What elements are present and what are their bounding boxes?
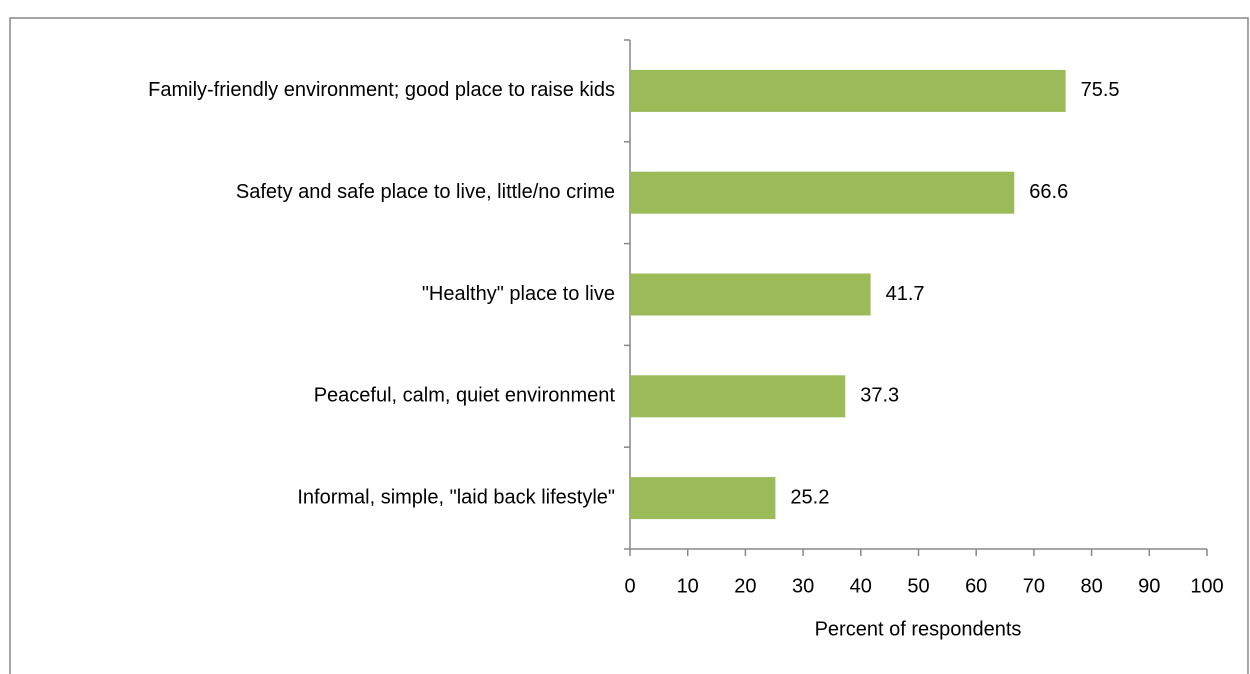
y-tick-label: Informal, simple, "laid back lifestyle"	[297, 486, 615, 508]
x-axis-title: Percent of respondents	[815, 618, 1022, 640]
data-label: 66.6	[1029, 181, 1068, 203]
x-tick-label: 80	[1080, 575, 1102, 597]
bar	[630, 171, 1015, 214]
bar	[630, 69, 1066, 112]
x-tick-label: 60	[965, 575, 987, 597]
y-tick-label: Peaceful, calm, quiet environment	[314, 385, 616, 407]
data-label: 41.7	[886, 283, 925, 305]
x-tick-label: 0	[624, 575, 635, 597]
chart-frame	[9, 17, 1249, 674]
x-tick-label: 30	[792, 575, 814, 597]
x-tick-label: 40	[850, 575, 872, 597]
x-tick-label: 100	[1190, 575, 1223, 597]
data-label: 25.2	[790, 486, 829, 508]
x-tick-label: 10	[677, 575, 699, 597]
x-tick-label: 90	[1138, 575, 1160, 597]
bar	[630, 477, 776, 520]
y-tick-label: Safety and safe place to live, little/no…	[236, 181, 615, 203]
data-label: 75.5	[1081, 79, 1120, 101]
x-tick-label: 20	[734, 575, 756, 597]
x-tick-label: 50	[907, 575, 929, 597]
data-label: 37.3	[860, 385, 899, 407]
y-tick-label: Family-friendly environment; good place …	[148, 79, 615, 101]
bar	[630, 375, 846, 418]
bar	[630, 273, 871, 316]
y-tick-label: "Healthy" place to live	[422, 283, 615, 305]
x-tick-label: 70	[1023, 575, 1045, 597]
